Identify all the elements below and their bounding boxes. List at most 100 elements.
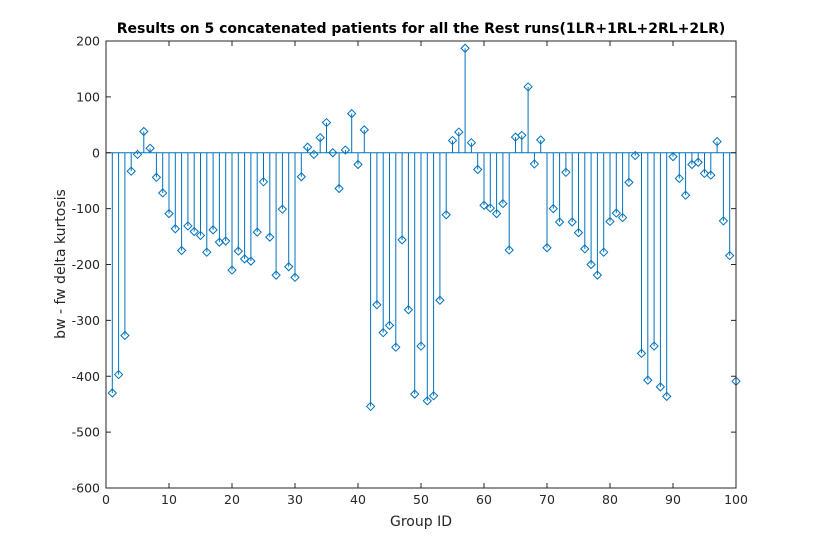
marker-98 xyxy=(718,216,729,226)
marker-14 xyxy=(189,226,199,237)
marker-79 xyxy=(598,247,609,257)
marker-13 xyxy=(183,221,193,231)
y-tick-label: -100 xyxy=(72,201,100,216)
marker-15 xyxy=(195,230,206,241)
marker-63 xyxy=(498,198,508,209)
marker-11 xyxy=(170,224,181,234)
marker-49 xyxy=(409,389,420,399)
marker-91 xyxy=(674,173,685,184)
marker-82 xyxy=(617,212,628,223)
marker-85 xyxy=(636,348,647,359)
marker-62 xyxy=(491,208,502,219)
y-tick-label: 0 xyxy=(92,145,100,160)
marker-77 xyxy=(586,259,596,270)
x-tick-label: 70 xyxy=(539,492,555,507)
x-tick-label: 30 xyxy=(287,492,303,507)
marker-57 xyxy=(460,43,470,53)
marker-97 xyxy=(712,136,722,147)
marker-89 xyxy=(661,391,672,402)
x-tick-label: 60 xyxy=(476,492,492,507)
y-tick-label: 100 xyxy=(76,89,100,104)
marker-8 xyxy=(151,172,162,183)
stems-layer xyxy=(111,48,737,407)
marker-52 xyxy=(428,391,439,401)
marker-24 xyxy=(252,227,262,237)
marker-84 xyxy=(630,150,640,161)
y-tick-label: -400 xyxy=(72,369,100,384)
marker-16 xyxy=(202,247,212,257)
marker-66 xyxy=(517,130,527,141)
marker-32 xyxy=(302,142,313,152)
marker-29 xyxy=(283,262,294,272)
marker-94 xyxy=(693,157,703,167)
x-tick-label: 10 xyxy=(161,492,177,507)
marker-64 xyxy=(504,245,514,255)
x-tick-label: 20 xyxy=(224,492,240,507)
marker-88 xyxy=(655,382,666,392)
marker-44 xyxy=(378,327,388,338)
marker-1 xyxy=(107,388,118,398)
marker-47 xyxy=(397,235,407,245)
marker-28 xyxy=(277,204,288,214)
marker-86 xyxy=(643,375,653,385)
marker-59 xyxy=(472,164,483,175)
marker-10 xyxy=(164,208,174,219)
marker-22 xyxy=(239,254,250,264)
y-tick-label: -300 xyxy=(72,313,100,328)
marker-61 xyxy=(485,203,496,213)
marker-42 xyxy=(365,401,376,412)
marker-33 xyxy=(309,149,319,160)
marker-9 xyxy=(157,188,168,198)
ticks-layer: 0 10 20 30 40 50 60 70 80 90 100 200 100 0 -100 -200 -30… xyxy=(72,34,748,508)
marker-83 xyxy=(624,177,634,188)
marker-26 xyxy=(265,232,275,242)
marker-41 xyxy=(359,125,370,135)
marker-19 xyxy=(220,236,231,246)
marker-23 xyxy=(246,256,256,266)
marker-4 xyxy=(126,166,136,176)
marker-75 xyxy=(573,227,584,238)
marker-48 xyxy=(403,305,414,315)
marker-27 xyxy=(271,270,281,280)
chart-title: Results on 5 concatenated patients for a… xyxy=(117,21,726,37)
x-tick-label: 40 xyxy=(350,492,366,507)
marker-30 xyxy=(290,272,300,283)
x-tick-label: 0 xyxy=(102,492,110,507)
marker-95 xyxy=(699,168,710,179)
marker-6 xyxy=(139,126,149,137)
marker-34 xyxy=(315,132,325,143)
marker-56 xyxy=(454,127,464,137)
marker-72 xyxy=(554,217,565,227)
marker-90 xyxy=(668,151,678,162)
x-axis-label: Group ID xyxy=(390,514,452,530)
marker-45 xyxy=(384,320,395,331)
marker-54 xyxy=(441,210,451,220)
marker-50 xyxy=(416,341,426,351)
marker-7 xyxy=(145,143,155,153)
marker-96 xyxy=(706,170,716,180)
x-tick-label: 90 xyxy=(665,492,681,507)
marker-92 xyxy=(680,190,691,200)
marker-20 xyxy=(227,265,237,275)
marker-55 xyxy=(447,135,458,146)
marker-38 xyxy=(340,145,351,155)
marker-40 xyxy=(353,159,363,170)
marker-5 xyxy=(132,149,143,160)
y-tick-label: -500 xyxy=(72,425,100,440)
marker-69 xyxy=(535,135,546,145)
marker-99 xyxy=(724,250,735,261)
y-tick-label: 200 xyxy=(76,34,100,49)
marker-39 xyxy=(346,108,357,119)
y-tick-label: -600 xyxy=(72,481,100,496)
marker-3 xyxy=(120,330,130,341)
marker-80 xyxy=(605,216,615,227)
marker-78 xyxy=(592,270,603,280)
marker-35 xyxy=(321,117,332,128)
marker-81 xyxy=(611,208,622,218)
marker-70 xyxy=(542,243,552,253)
marker-2 xyxy=(113,369,124,380)
marker-31 xyxy=(296,172,307,182)
marker-68 xyxy=(529,159,540,169)
marker-73 xyxy=(561,167,571,178)
